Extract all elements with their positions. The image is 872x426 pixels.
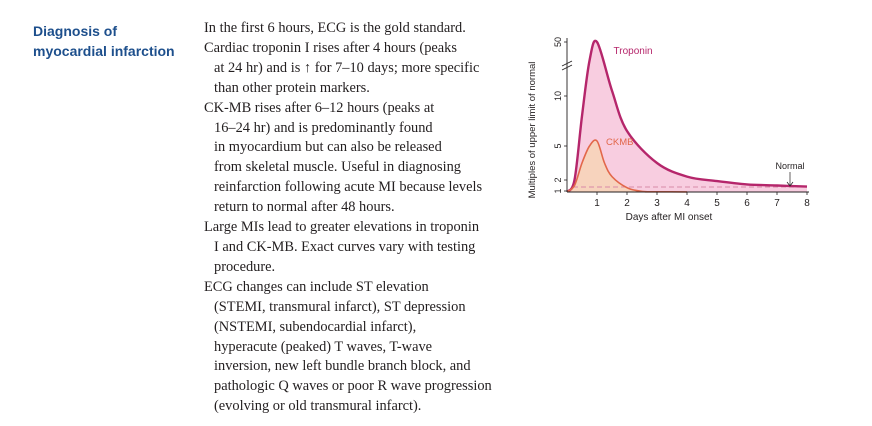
x-tick-label: 2 (624, 198, 630, 209)
paragraph-ecg-changes: ECG changes can include ST elevation (ST… (204, 278, 514, 417)
heading-line-2: myocardial infarction (33, 43, 175, 59)
paragraph-ckmb: CK-MB rises after 6–12 hours (peaks at 1… (204, 99, 514, 218)
text-line: hyperacute (peaked) T waves, T-wave (214, 338, 433, 355)
x-tick-label: 3 (654, 198, 660, 209)
text-line: inversion, new left bundle branch block,… (214, 358, 471, 375)
x-tick-label: 1 (594, 198, 600, 209)
text-line: (STEMI, transmural infarct), ST depressi… (214, 298, 466, 315)
text-line: I and CK-MB. Exact curves vary with test… (214, 238, 476, 255)
text-line: (evolving or old transmural infarct). (214, 398, 422, 415)
x-tick-label: 5 (714, 198, 720, 209)
text-line: ECG changes can include ST elevation (204, 278, 429, 295)
text-line: Cardiac troponin I rises after 4 hours (… (204, 39, 457, 56)
text-line: from skeletal muscle. Useful in diagnosi… (214, 159, 461, 176)
text-line: than other protein markers. (214, 79, 370, 96)
troponin-label: Troponin (614, 46, 653, 57)
ckmb-label: CKMB (606, 137, 633, 148)
heading-line-1: Diagnosis of (33, 23, 118, 39)
cardiac-markers-chart: 1 2 5 10 50 1 2 3 4 5 6 7 8 Troponin CKMB Normal Multip… (527, 37, 810, 223)
text-line: In the first 6 hours, ECG is the gold st… (204, 20, 466, 36)
y-tick-label: 10 (553, 91, 563, 101)
y-axis-label: Multiples of upper limit of normal (527, 62, 538, 199)
text-line: CK-MB rises after 6–12 hours (peaks at (204, 99, 435, 116)
x-tick-label: 6 (744, 198, 750, 209)
axis-break-mark (561, 60, 573, 67)
normal-label: Normal (775, 161, 804, 171)
text-line: reinfarction following acute MI because … (214, 179, 483, 196)
text-line: in myocardium but can also be released (214, 139, 442, 156)
y-tick-label: 5 (553, 143, 563, 148)
y-tick-label: 2 (553, 177, 563, 182)
paragraph-large-mi: Large MIs lead to greater elevations in … (204, 218, 514, 278)
normal-pointer (786, 172, 794, 187)
axis-break-mark (561, 64, 573, 71)
y-tick-label: 50 (553, 37, 563, 47)
ckmb-area (567, 140, 687, 192)
x-tick-label: 7 (774, 198, 780, 209)
text-line: pathologic Q waves or poor R wave progre… (214, 378, 492, 395)
section-heading: Diagnosis of myocardial infarction (33, 21, 193, 61)
troponin-area (567, 40, 807, 192)
plot-area: 1 2 5 10 50 1 2 3 4 5 6 7 8 Troponin CKMB Normal (553, 37, 810, 209)
x-tick-label: 4 (684, 198, 690, 209)
paragraph-troponin: Cardiac troponin I rises after 4 hours (… (204, 39, 514, 99)
text-line: return to normal after 48 hours. (214, 199, 395, 216)
x-tick-label: 8 (804, 198, 810, 209)
y-tick-label: 1 (553, 188, 563, 193)
paragraph-ecg: In the first 6 hours, ECG is the gold st… (204, 19, 514, 39)
text-line: (NSTEMI, subendocardial infarct), (214, 318, 417, 335)
troponin-line (565, 39, 808, 193)
text-line: 16–24 hr) and is predominantly found (214, 119, 433, 136)
x-axis-label: Days after MI onset (626, 212, 713, 223)
text-line: at 24 hr) and is ↑ for 7–10 days; more s… (214, 59, 480, 76)
text-line: procedure. (214, 258, 276, 275)
text-line: Large MIs lead to greater elevations in … (204, 219, 480, 236)
body-text: In the first 6 hours, ECG is the gold st… (204, 19, 514, 417)
